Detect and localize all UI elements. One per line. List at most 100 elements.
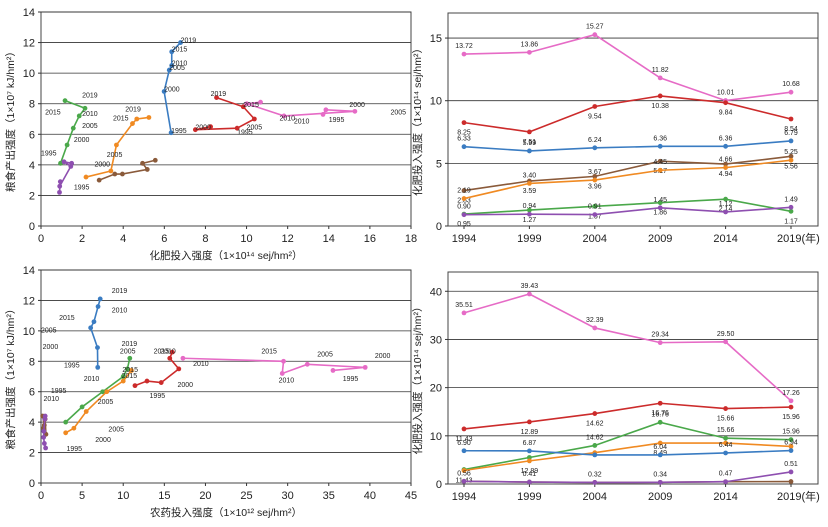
data-point xyxy=(657,75,663,81)
x-tick-label: 1999 xyxy=(517,233,541,245)
data-label: 4.94 xyxy=(719,171,733,178)
data-point xyxy=(83,409,89,414)
series-red xyxy=(132,349,182,389)
y-tick-label: 12 xyxy=(23,38,35,50)
data-point xyxy=(788,138,794,144)
series-purple xyxy=(57,159,75,195)
x-tick-label: 30 xyxy=(282,490,294,502)
plot-frame xyxy=(40,11,412,227)
data-label: 14.62 xyxy=(586,421,604,428)
data-point xyxy=(657,340,663,346)
year-annotation: 2015 xyxy=(59,315,75,322)
series-line xyxy=(463,95,792,133)
data-label: 4.45 xyxy=(653,159,667,166)
data-label: 7.51 xyxy=(523,139,537,146)
x-tick-label: 5 xyxy=(79,490,85,502)
year-annotation: 2015 xyxy=(243,102,259,109)
series-line xyxy=(463,449,792,456)
data-point xyxy=(62,98,68,104)
data-point xyxy=(461,310,467,316)
data-point xyxy=(167,355,173,361)
data-point xyxy=(192,127,198,133)
data-point xyxy=(461,426,467,432)
data-label: 15.27 xyxy=(586,24,604,31)
data-point xyxy=(120,374,126,379)
year-annotation: 1995 xyxy=(171,128,187,135)
data-label: 6.79 xyxy=(784,130,798,137)
data-point xyxy=(592,203,598,209)
series-orange: 2.19 3.40 3.67 4.45 4.66 5.25 xyxy=(457,149,798,201)
year-annotation: 2000 xyxy=(74,137,90,144)
data-label: 6.87 xyxy=(523,440,537,447)
data-label: 2.19 xyxy=(457,188,471,195)
year-annotation: 2010 xyxy=(279,378,295,385)
data-point xyxy=(592,104,598,109)
data-label: 13.72 xyxy=(455,43,473,50)
data-point xyxy=(657,419,663,425)
data-point xyxy=(461,196,467,201)
y-axis-title: 化肥投入强度（1×10¹⁴ sej/hm²） xyxy=(411,302,424,455)
data-point xyxy=(158,380,164,385)
data-point xyxy=(41,428,47,434)
data-label: 1.27 xyxy=(523,217,537,224)
year-annotation: 2010 xyxy=(82,111,98,118)
x-tick-label: 2009 xyxy=(648,491,672,503)
data-point xyxy=(527,207,532,213)
data-point xyxy=(320,112,326,117)
chart-panel-2: 0 5 10 15 1994 1999 2004 2009 2014 2019(年) 化肥投入强度（… xyxy=(411,12,820,245)
data-point xyxy=(723,406,728,411)
y-tick-label: 4 xyxy=(29,417,35,429)
data-point xyxy=(244,101,250,107)
x-tick-label: 25 xyxy=(240,490,252,502)
data-point xyxy=(43,445,49,451)
series-pink: 35.51 39.43 32.39 29.34 29.50 17.26 xyxy=(455,283,800,404)
data-point xyxy=(527,148,532,154)
x-tick-label: 4 xyxy=(120,233,126,245)
data-point xyxy=(76,113,82,119)
data-point xyxy=(723,196,728,202)
data-point xyxy=(124,366,130,372)
x-tick-label: 35 xyxy=(323,490,335,502)
data-point xyxy=(461,448,467,454)
x-tick-label: 6 xyxy=(161,233,167,245)
data-point xyxy=(527,291,532,297)
data-point xyxy=(657,200,663,206)
series-red: 8.25 7.51 9.54 10.38 9.84 8.54 xyxy=(457,93,798,146)
data-point xyxy=(240,104,246,110)
data-point xyxy=(723,161,728,167)
data-label: 8.25 xyxy=(457,130,471,137)
y-tick-label: 10 xyxy=(23,68,35,80)
data-point xyxy=(461,51,467,57)
data-label: 6.90 xyxy=(457,440,471,447)
series-line xyxy=(463,198,792,215)
data-label: 0.41 xyxy=(523,471,537,478)
data-point xyxy=(279,371,285,376)
x-tick-label: 18 xyxy=(405,233,417,245)
x-tick-label: 0 xyxy=(38,233,44,245)
data-label: 13.86 xyxy=(521,41,539,48)
data-point xyxy=(95,304,101,309)
series-line xyxy=(89,298,101,368)
data-label: 0.91 xyxy=(588,204,602,211)
year-annotation: 1995 xyxy=(329,117,345,124)
data-label: 15.96 xyxy=(782,429,800,436)
data-point xyxy=(166,67,172,73)
data-point xyxy=(723,100,728,106)
data-point xyxy=(214,95,219,100)
year-annotation: 2000 xyxy=(164,86,180,93)
data-point xyxy=(88,325,94,331)
x-tick-label: 2014 xyxy=(713,233,737,245)
year-annotation: 1995 xyxy=(237,129,253,136)
year-annotation: 2015 xyxy=(172,47,188,54)
data-point xyxy=(657,93,663,99)
data-point xyxy=(527,211,532,217)
year-annotation: 2010 xyxy=(172,61,188,68)
data-label: 6.24 xyxy=(588,137,602,144)
data-point xyxy=(657,440,663,446)
data-point xyxy=(176,366,182,372)
y-tick-label: 40 xyxy=(430,286,442,298)
series-blue xyxy=(161,40,183,136)
data-point xyxy=(592,212,598,217)
data-point xyxy=(592,177,598,183)
data-point xyxy=(169,63,175,68)
